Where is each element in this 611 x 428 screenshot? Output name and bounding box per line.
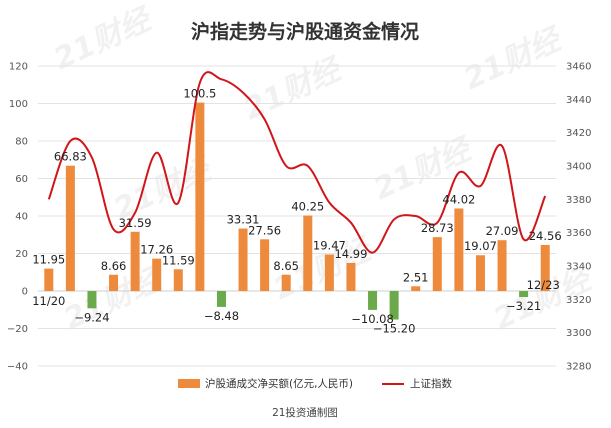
bar-data-label: 14.99 (334, 247, 367, 261)
left-tick-label: 100 (9, 99, 28, 110)
right-tick-label: 3300 (566, 328, 591, 339)
bar (65, 165, 75, 291)
bar-data-label: 28.73 (421, 221, 454, 235)
bar-data-label: 17.26 (140, 243, 173, 257)
bar (152, 258, 162, 291)
watermark-text: 21财经 (459, 21, 570, 97)
bar (368, 291, 378, 310)
bar (411, 286, 421, 291)
bar (238, 228, 248, 291)
bar-data-label: 19.07 (464, 239, 497, 253)
right-axis-ticks: 3280 3300 3320 3340 3360 3380 3400 3420 3440 3460 (566, 62, 591, 373)
bar-data-label: 44.02 (442, 192, 475, 206)
bar-data-label: 33.31 (227, 213, 260, 227)
bar-data-label: 24.56 (529, 229, 562, 243)
bar-data-label: 2.51 (403, 270, 429, 284)
left-tick-label: 60 (15, 174, 28, 185)
chart-title: 沪指走势与沪股通资金情况 (191, 20, 419, 43)
bar-data-label: −9.24 (74, 310, 109, 324)
right-tick-label: 3440 (566, 95, 591, 106)
bar-data-label: 8.66 (101, 259, 127, 273)
bar (497, 240, 507, 291)
bar-data-label: −10.08 (351, 312, 394, 326)
bar-data-label: −3.21 (506, 299, 541, 313)
bar-data-label: 11.59 (162, 253, 195, 267)
left-tick-label: 120 (9, 62, 28, 73)
left-tick-label: 0 (22, 287, 28, 298)
bar (195, 102, 205, 291)
bar-data-label: −8.48 (204, 309, 239, 323)
bar (303, 215, 313, 291)
left-tick-label: 20 (15, 249, 28, 260)
watermark-text: 21财经 (239, 51, 350, 127)
right-tick-label: 3380 (566, 195, 591, 206)
bar-data-label: 8.65 (273, 259, 299, 273)
right-tick-label: 3340 (566, 262, 591, 273)
bar (260, 239, 270, 291)
end-date-label: 12/23 (527, 278, 560, 292)
bar-data-label: 66.83 (54, 150, 87, 164)
gridlines (38, 65, 556, 367)
bar (454, 208, 464, 291)
start-date-label: 11/20 (32, 294, 65, 308)
bar-data-label: 31.59 (119, 216, 152, 230)
legend: 沪股通成交净买额(亿元,人民币) 上证指数 (178, 377, 452, 390)
bar-data-label: −15.20 (373, 322, 416, 336)
bar (130, 231, 140, 291)
bar (173, 269, 183, 291)
bar (281, 274, 291, 291)
bar (346, 262, 356, 291)
right-tick-label: 3460 (566, 62, 591, 73)
bar (87, 291, 97, 309)
right-tick-label: 3360 (566, 228, 591, 239)
left-tick-label: −20 (7, 324, 28, 335)
bar-data-label: 19.47 (313, 238, 346, 252)
bar (540, 244, 550, 291)
legend-bar-label: 沪股通成交净买额(亿元,人民币) (205, 377, 353, 390)
bar (324, 254, 334, 291)
bar-data-label: 40.25 (291, 200, 324, 214)
bar (432, 237, 442, 291)
legend-bar-swatch (178, 379, 200, 388)
bar (216, 291, 226, 307)
bar-data-label: 27.56 (248, 223, 281, 237)
bar-series (44, 102, 550, 320)
right-tick-label: 3420 (566, 128, 591, 139)
bar-data-label: 11.95 (32, 253, 65, 267)
right-tick-label: 3320 (566, 295, 591, 306)
bar (389, 291, 399, 320)
left-axis-ticks: −40 −20 0 20 40 60 80 100 120 (7, 62, 28, 373)
bar (109, 274, 119, 291)
bar (475, 255, 485, 291)
bar-data-label: 27.09 (486, 224, 519, 238)
left-tick-label: 80 (15, 137, 28, 148)
left-tick-label: 40 (15, 212, 28, 223)
bar-data-label: 100.5 (183, 87, 216, 101)
bar (519, 291, 529, 298)
legend-line-label: 上证指数 (410, 377, 452, 390)
left-tick-label: −40 (7, 362, 28, 373)
right-tick-label: 3280 (566, 362, 591, 373)
index-line (47, 71, 547, 254)
right-tick-label: 3400 (566, 162, 591, 173)
bar (44, 268, 54, 291)
source-credit: 21投资通制图 (272, 406, 338, 419)
